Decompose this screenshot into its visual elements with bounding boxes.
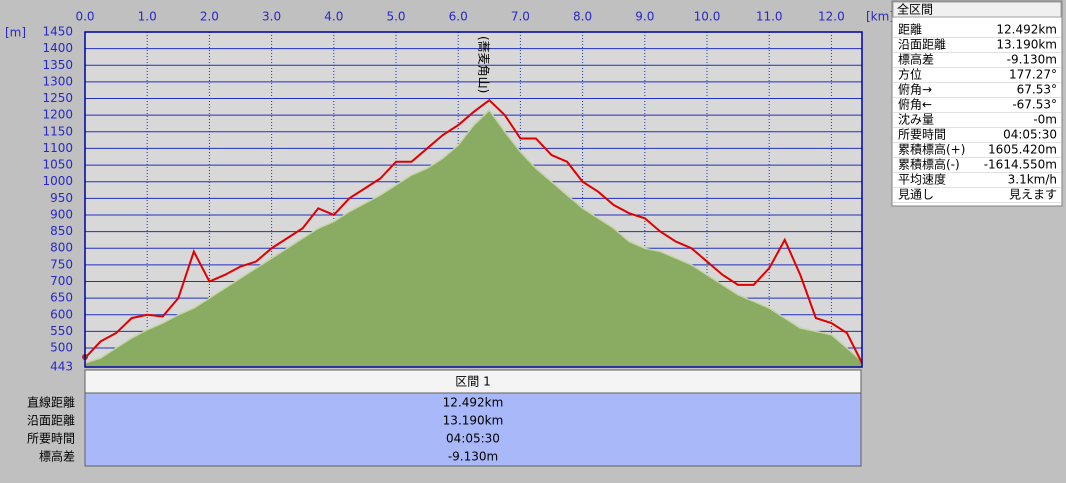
- summary-label: 方位: [898, 67, 922, 82]
- x-tick-label: 0.0: [75, 10, 94, 24]
- x-tick-label: 10.0: [694, 10, 721, 24]
- x-tick-label: 8.0: [573, 10, 592, 24]
- summary-value: -9.130m: [1007, 53, 1057, 67]
- x-tick-label: 2.0: [200, 10, 219, 24]
- x-tick-label: 5.0: [386, 10, 405, 24]
- summary-value: 見えます: [1009, 188, 1057, 202]
- x-tick-label: 1.0: [138, 10, 157, 24]
- y-tick-label: 1050: [42, 158, 73, 172]
- x-tick-label: 9.0: [635, 10, 654, 24]
- summary-label: 累積標高(+): [898, 142, 965, 157]
- summary-value: 1605.420m: [988, 143, 1057, 157]
- x-tick-label: 4.0: [324, 10, 343, 24]
- summary-label: 距離: [898, 23, 922, 37]
- y-tick-label: 1150: [42, 124, 73, 138]
- x-tick-label: 11.0: [756, 10, 783, 24]
- summary-label: 標高差: [898, 52, 934, 67]
- y-tick-label: 850: [50, 224, 73, 238]
- summary-label: 累積標高(-): [898, 157, 960, 172]
- y-tick-label: 800: [50, 241, 73, 255]
- summary-label: 見通し: [898, 188, 934, 202]
- summary-label: 俯角←: [898, 97, 932, 112]
- x-tick-label: 6.0: [449, 10, 468, 24]
- section-label: 標高差: [39, 449, 75, 464]
- section-value: -9.130m: [448, 450, 498, 464]
- summary-value: 3.1km/h: [1008, 173, 1057, 187]
- y-unit: [m]: [5, 26, 26, 40]
- summary-value: 04:05:30: [1003, 128, 1057, 142]
- summary-title-bar: [892, 1, 1062, 18]
- x-tick-label: 7.0: [511, 10, 530, 24]
- summary-label: 平均速度: [898, 172, 946, 187]
- summary-value: -1614.550m: [984, 158, 1057, 172]
- y-tick-label: 950: [50, 191, 73, 205]
- y-tick-label: 1350: [42, 58, 73, 72]
- summary-label: 沈み量: [898, 112, 934, 127]
- y-tick-label: 1100: [42, 141, 73, 155]
- y-tick-label: 700: [50, 274, 73, 288]
- x-tick-label: 12.0: [818, 10, 845, 24]
- x-unit: [km]: [866, 10, 894, 24]
- route-line: [84, 98, 863, 364]
- summary-rows: 距離 12.492km 沿面距離 13.190km 標高差 -9.130m 方位 177.27…: [893, 23, 1061, 203]
- terrain-area: [84, 109, 863, 368]
- summary-label: 沿面距離: [898, 38, 946, 52]
- summary-value: -0m: [1033, 113, 1057, 127]
- y-tick-label: 500: [50, 341, 73, 355]
- section-rows: 直線距離 12.492km 沿面距離 13.190km 所要時間 04:05:30 標高差 -…: [27, 395, 503, 464]
- summary-panel: [891, 0, 1063, 207]
- summary-value: 12.492km: [996, 23, 1057, 37]
- section-label: 沿面距離: [27, 414, 75, 428]
- y-tick-label: 1250: [42, 91, 73, 105]
- summary-label: 俯角→: [898, 82, 932, 97]
- summary-value: 13.190km: [996, 38, 1057, 52]
- peak-annotation: (蕎麦角山): [477, 36, 491, 93]
- summary-value: 177.27°: [1009, 68, 1057, 82]
- y-tick-label: 1000: [42, 174, 73, 188]
- y-tick-label: 600: [50, 307, 73, 321]
- summary-title: 全区間: [897, 2, 933, 17]
- summary-value: -67.53°: [1012, 98, 1057, 112]
- y-tick-label: 550: [50, 324, 73, 338]
- y-tick-label: 1450: [42, 25, 73, 39]
- y-tick-label: 650: [50, 291, 73, 305]
- section-value: 04:05:30: [446, 432, 500, 446]
- y-tick-label: 443: [50, 360, 73, 374]
- y-tick-label: 750: [50, 257, 73, 271]
- summary-label: 所要時間: [898, 128, 946, 142]
- y-tick-label: 1400: [42, 41, 73, 55]
- x-tick-label: 3.0: [262, 10, 281, 24]
- summary-value: 67.53°: [1017, 83, 1057, 97]
- y-tick-label: 1200: [42, 108, 73, 122]
- section-value: 12.492km: [443, 396, 504, 410]
- plot-border: [84, 31, 863, 368]
- section-label: 所要時間: [27, 432, 75, 446]
- section-value: 13.190km: [443, 414, 504, 428]
- y-tick-label: 900: [50, 207, 73, 221]
- section-label: 直線距離: [27, 395, 75, 410]
- section-header: 区間 1: [455, 375, 490, 389]
- y-tick-label: 1300: [42, 74, 73, 88]
- section-body: [84, 392, 862, 467]
